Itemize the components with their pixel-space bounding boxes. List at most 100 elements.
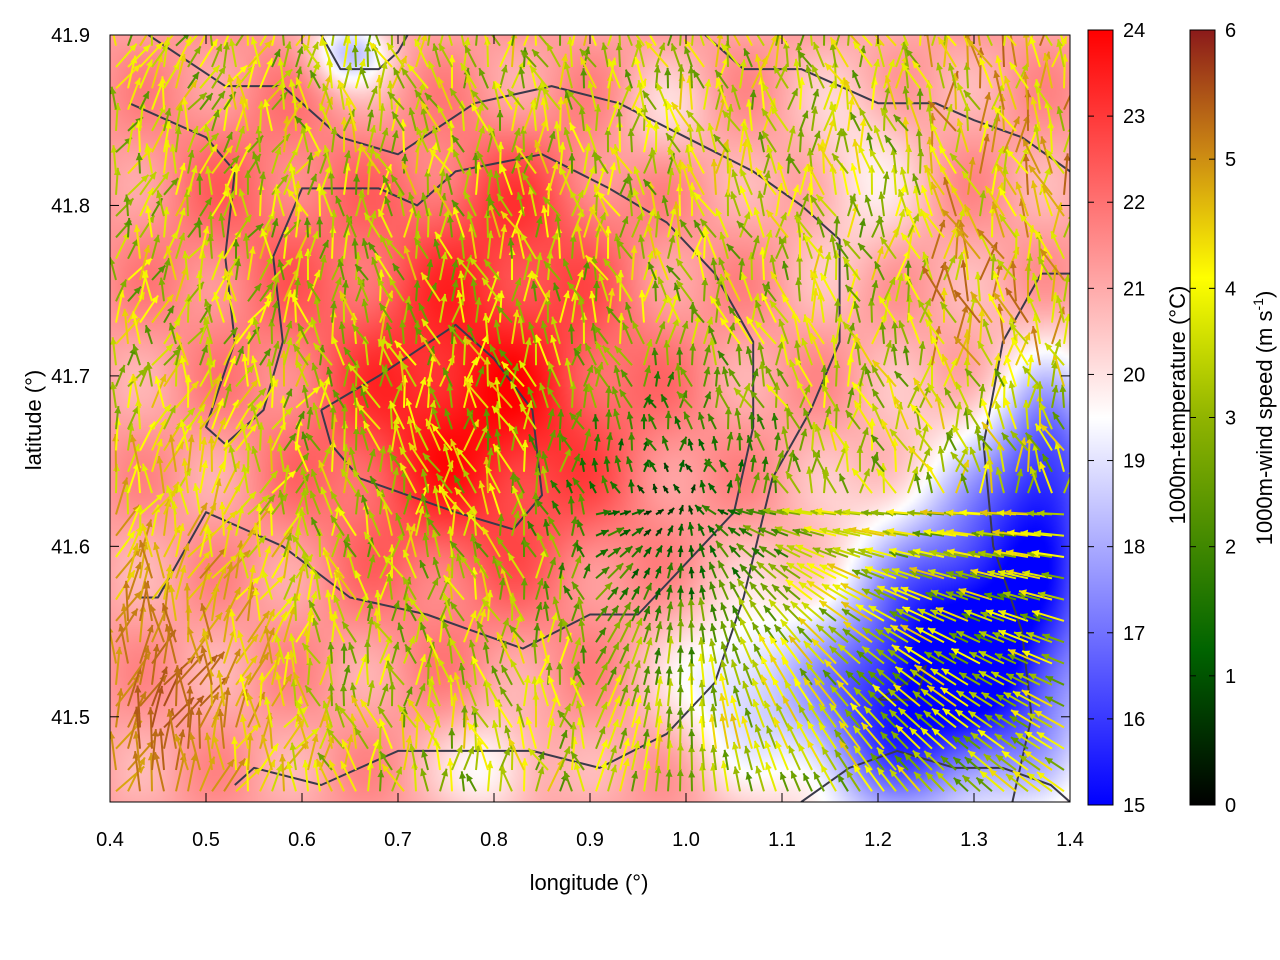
wind-vector xyxy=(563,585,573,601)
wind-vector xyxy=(301,642,321,665)
wind-vector xyxy=(139,624,154,664)
wind-vector xyxy=(859,427,869,451)
wind-vector xyxy=(568,122,585,153)
wind-vector xyxy=(232,239,240,259)
wind-vector xyxy=(580,645,587,664)
wind-vector xyxy=(667,146,681,174)
wind-vector xyxy=(609,146,633,175)
wind-vector xyxy=(619,727,628,749)
wind-vector xyxy=(609,481,621,494)
wind-vector xyxy=(500,164,513,196)
wind-vector xyxy=(312,402,321,430)
wind-vector xyxy=(785,470,801,494)
wind-vector xyxy=(809,194,825,217)
wind-vector xyxy=(377,338,393,366)
wind-vector xyxy=(607,719,619,750)
wind-vector xyxy=(748,412,756,430)
wind-vector xyxy=(367,680,375,707)
colorbar-tick-label: 15 xyxy=(1123,795,1145,817)
wind-vector xyxy=(589,290,597,323)
wind-vector xyxy=(346,549,357,579)
wind-vector xyxy=(632,187,645,217)
wind-vector xyxy=(199,225,210,259)
wind-vector xyxy=(689,188,705,217)
wind-vector xyxy=(862,626,885,644)
wind-vector xyxy=(617,438,624,451)
wind-vector xyxy=(566,281,585,302)
wind-vector xyxy=(541,451,549,473)
wind-vector xyxy=(379,751,393,771)
wind-vector xyxy=(114,405,122,430)
wind-vector xyxy=(464,45,477,68)
wind-vector xyxy=(149,604,165,643)
wind-vector xyxy=(151,293,174,324)
wind-vector xyxy=(518,66,526,89)
wind-vector xyxy=(719,317,741,345)
wind-vector xyxy=(565,479,573,494)
wind-vector xyxy=(820,764,837,792)
wind-vector xyxy=(701,277,709,302)
wind-vector xyxy=(867,670,885,686)
wind-vector xyxy=(766,725,777,750)
wind-vector xyxy=(601,345,621,366)
wind-vector xyxy=(709,337,717,366)
wind-vector xyxy=(330,300,338,323)
wind-vector xyxy=(200,645,213,686)
wind-vector xyxy=(819,527,849,537)
wind-vector xyxy=(496,305,513,324)
wind-vector xyxy=(154,375,165,409)
wind-vector xyxy=(646,397,657,409)
wind-vector xyxy=(723,269,741,302)
wind-vector xyxy=(139,171,157,196)
wind-vector xyxy=(649,147,657,174)
wind-vector xyxy=(739,382,751,409)
wind-vector xyxy=(695,124,705,153)
wind-vector xyxy=(394,340,417,366)
y-tick-label: 41.8 xyxy=(51,195,90,217)
wind-vector xyxy=(688,587,695,600)
wind-vector xyxy=(635,35,645,47)
colorbar-tick-label: 24 xyxy=(1123,20,1145,42)
wind-vector xyxy=(772,65,789,89)
wind-vector xyxy=(247,535,267,558)
wind-vector xyxy=(811,64,825,89)
wind-vector xyxy=(717,508,729,516)
wind-vector xyxy=(594,104,602,131)
wind-vector xyxy=(667,525,674,537)
wind-vector xyxy=(511,510,520,536)
wind-vector xyxy=(420,768,429,792)
wind-vector xyxy=(595,760,608,792)
wind-vector xyxy=(785,578,813,601)
wind-vector xyxy=(677,585,684,600)
wind-vector xyxy=(703,79,712,110)
colorbar-tick-label: 1 xyxy=(1225,666,1236,688)
wind-vector xyxy=(500,361,525,388)
wind-vector xyxy=(645,437,657,452)
wind-vector xyxy=(463,746,475,771)
wind-vector xyxy=(823,80,836,110)
wind-vector xyxy=(526,520,537,537)
wind-vector xyxy=(665,265,681,281)
wind-vector xyxy=(732,35,741,47)
wind-vector xyxy=(439,251,448,281)
wind-vector xyxy=(295,359,309,387)
wind-vector xyxy=(431,406,441,430)
wind-vector xyxy=(755,765,765,792)
wind-vector xyxy=(216,670,225,707)
wind-vector xyxy=(486,760,494,792)
wind-vector xyxy=(571,269,584,302)
wind-vector xyxy=(548,532,561,558)
wind-vector xyxy=(711,435,719,451)
wind-vector xyxy=(764,365,777,387)
wind-vector xyxy=(707,525,717,537)
wind-vector xyxy=(348,641,357,664)
wind-vector xyxy=(732,643,741,664)
wind-vector xyxy=(466,722,489,750)
wind-vector xyxy=(543,260,561,281)
wind-vector xyxy=(667,507,675,516)
wind-vector xyxy=(447,324,465,345)
wind-vector xyxy=(187,71,200,89)
wind-vector xyxy=(607,666,618,686)
wind-vector xyxy=(318,103,333,132)
wind-vector xyxy=(757,342,765,366)
